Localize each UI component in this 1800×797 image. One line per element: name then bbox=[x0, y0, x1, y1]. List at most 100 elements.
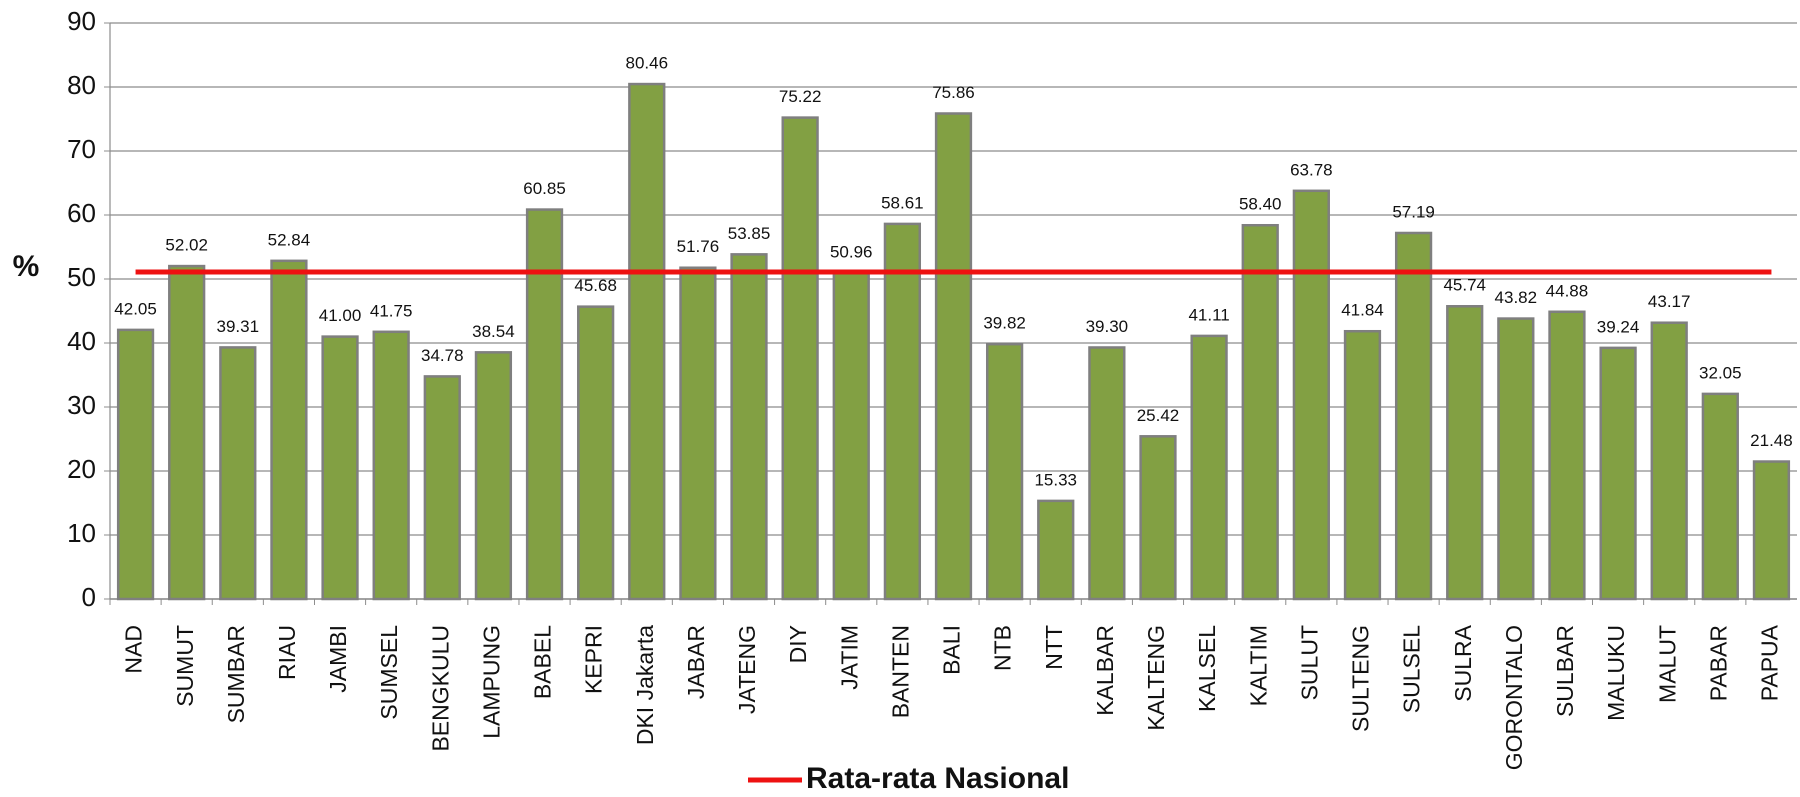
bar bbox=[883, 222, 922, 601]
bar bbox=[474, 351, 513, 601]
value-label: 51.76 bbox=[677, 237, 720, 256]
x-tick-label: SULTENG bbox=[1348, 625, 1374, 732]
x-tick-label: RIAU bbox=[274, 625, 300, 680]
value-label: 21.48 bbox=[1750, 431, 1793, 450]
x-tick-label: SULSEL bbox=[1399, 625, 1425, 713]
value-label: 25.42 bbox=[1137, 406, 1180, 425]
bar bbox=[679, 266, 717, 601]
bar bbox=[116, 328, 155, 601]
x-tick-label: GORONTALO bbox=[1501, 625, 1527, 770]
value-label: 39.82 bbox=[983, 314, 1026, 333]
x-tick-label: NAD bbox=[121, 625, 147, 674]
x-tick-label: MALUT bbox=[1654, 625, 1680, 703]
value-label: 43.82 bbox=[1495, 288, 1538, 307]
x-tick-label: MALUKU bbox=[1603, 625, 1629, 721]
bar bbox=[525, 208, 564, 601]
value-label: 45.68 bbox=[574, 276, 617, 295]
bar bbox=[321, 335, 359, 601]
bar bbox=[934, 112, 973, 601]
value-label: 58.61 bbox=[881, 193, 924, 212]
value-label: 80.46 bbox=[625, 54, 668, 73]
y-tick-label: 40 bbox=[67, 326, 96, 356]
x-tick-label: DIY bbox=[785, 625, 811, 663]
x-tick-label: SULBAR bbox=[1552, 625, 1578, 717]
y-tick-label: 30 bbox=[67, 390, 96, 420]
x-tick-label: JATENG bbox=[734, 625, 760, 714]
x-tick-label: LAMPUNG bbox=[478, 625, 504, 739]
bar bbox=[270, 259, 308, 601]
y-tick-label: 90 bbox=[67, 6, 96, 36]
y-tick-label: 10 bbox=[67, 518, 96, 548]
bar bbox=[219, 346, 257, 601]
y-tick-label: 20 bbox=[67, 454, 96, 484]
value-label: 15.33 bbox=[1034, 470, 1077, 489]
value-label: 52.84 bbox=[268, 230, 311, 249]
y-axis-label: % bbox=[13, 250, 40, 283]
bar bbox=[1701, 392, 1739, 601]
bar bbox=[577, 305, 615, 601]
y-tick-label: 70 bbox=[67, 134, 96, 164]
bar bbox=[1088, 346, 1126, 601]
value-label: 38.54 bbox=[472, 322, 515, 341]
value-label: 57.19 bbox=[1392, 202, 1435, 221]
value-label: 58.40 bbox=[1239, 195, 1282, 214]
value-label: 41.75 bbox=[370, 301, 413, 320]
value-label: 41.00 bbox=[319, 306, 362, 325]
x-tick-label: JABAR bbox=[683, 625, 709, 699]
value-label: 39.31 bbox=[217, 317, 260, 336]
value-label: 75.22 bbox=[779, 87, 822, 106]
x-tick-label: KALBAR bbox=[1092, 625, 1118, 716]
value-label: 42.05 bbox=[114, 299, 157, 318]
bar bbox=[1139, 435, 1177, 601]
x-tick-label: PAPUA bbox=[1757, 624, 1783, 701]
x-tick-label: JAMBI bbox=[325, 625, 351, 693]
y-tick-label: 0 bbox=[82, 582, 96, 612]
x-tick-label: BABEL bbox=[530, 625, 556, 699]
x-tick-label: BANTEN bbox=[887, 625, 913, 718]
x-tick-label: BALI bbox=[939, 625, 965, 675]
value-label: 44.88 bbox=[1546, 281, 1589, 300]
bar bbox=[1650, 321, 1688, 601]
x-tick-label: SULRA bbox=[1450, 624, 1476, 701]
bar bbox=[1241, 223, 1279, 601]
bar bbox=[1343, 329, 1382, 601]
x-tick-label: NTB bbox=[990, 625, 1016, 671]
bar bbox=[372, 330, 410, 601]
bar bbox=[1497, 317, 1535, 601]
y-tick-label: 50 bbox=[67, 262, 96, 292]
x-tick-label: SUMUT bbox=[172, 625, 198, 707]
x-tick-label: SUMSEL bbox=[376, 625, 402, 720]
value-label: 53.85 bbox=[728, 224, 771, 243]
bar bbox=[1292, 189, 1330, 601]
x-tick-label: PABAR bbox=[1705, 625, 1731, 701]
x-tick-label: DKI Jakarta bbox=[632, 625, 658, 745]
value-label: 52.02 bbox=[165, 236, 208, 255]
x-tick-label: KEPRI bbox=[581, 625, 607, 694]
bar bbox=[1037, 499, 1075, 601]
x-tick-label: SULUT bbox=[1296, 625, 1322, 700]
x-tick-label: BENGKULU bbox=[427, 625, 453, 752]
bar bbox=[781, 116, 819, 601]
y-tick-label: 60 bbox=[67, 198, 96, 228]
value-label: 34.78 bbox=[421, 346, 464, 365]
bar bbox=[628, 82, 666, 601]
value-label: 41.11 bbox=[1188, 305, 1229, 324]
bar bbox=[985, 342, 1024, 601]
x-tick-label: SUMBAR bbox=[223, 625, 249, 723]
legend-label: Rata-rata Nasional bbox=[806, 762, 1069, 792]
x-tick-label: KALTIM bbox=[1245, 625, 1271, 706]
x-tick-label: KALTENG bbox=[1143, 625, 1169, 731]
value-label: 32.05 bbox=[1699, 363, 1742, 382]
bar bbox=[1548, 310, 1586, 601]
bar bbox=[1394, 231, 1433, 601]
value-label: 41.84 bbox=[1341, 301, 1384, 320]
value-label: 45.74 bbox=[1443, 276, 1486, 295]
bar bbox=[1599, 346, 1637, 601]
value-label: 63.78 bbox=[1290, 160, 1333, 179]
value-label: 60.85 bbox=[523, 179, 566, 198]
y-tick-label: 80 bbox=[67, 70, 96, 100]
value-label: 39.24 bbox=[1597, 317, 1640, 336]
bar bbox=[1190, 334, 1228, 601]
value-label: 39.30 bbox=[1086, 317, 1129, 336]
